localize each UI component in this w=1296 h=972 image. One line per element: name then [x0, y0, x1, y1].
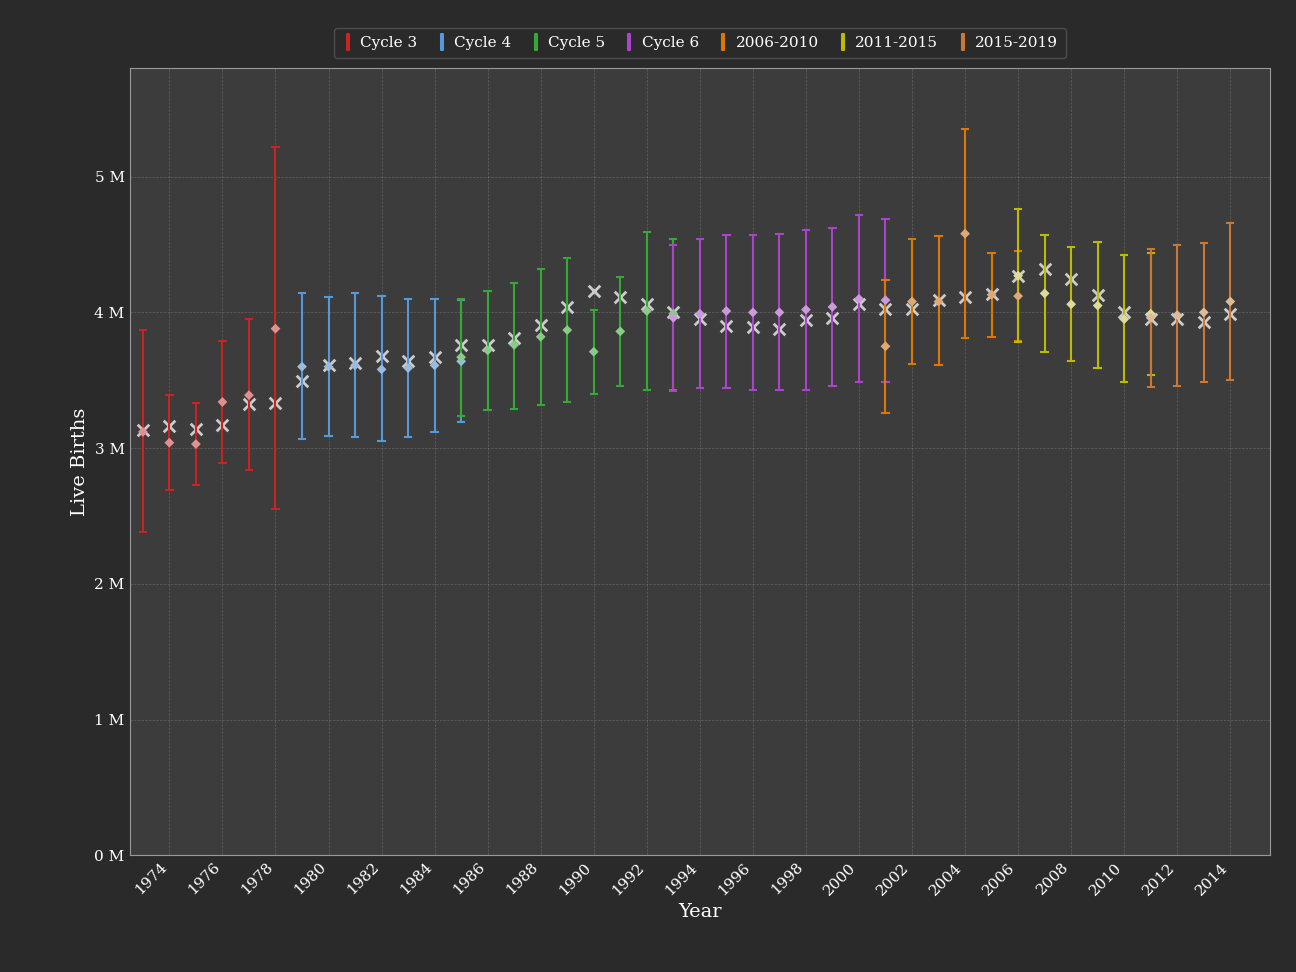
Point — [1008, 268, 1029, 284]
Point — [610, 324, 631, 339]
Point — [1061, 296, 1082, 312]
Point — [530, 330, 551, 345]
Point — [849, 291, 870, 306]
Point — [504, 337, 525, 353]
Point — [1008, 289, 1029, 304]
Point — [1220, 306, 1240, 322]
Point — [185, 421, 206, 436]
Point — [238, 396, 259, 411]
Point — [664, 306, 684, 322]
Point — [1034, 261, 1055, 277]
Point — [583, 283, 604, 298]
Point — [266, 395, 286, 410]
Point — [318, 358, 338, 373]
Point — [1140, 306, 1161, 322]
Y-axis label: Live Births: Live Births — [71, 407, 89, 516]
Point — [371, 362, 391, 377]
Point — [398, 361, 419, 376]
Point — [689, 306, 710, 322]
Point — [743, 320, 763, 335]
Point — [292, 359, 312, 374]
Legend: Cycle 3, Cycle 4, Cycle 5, Cycle 6, 2006-2010, 2011-2015, 2015-2019: Cycle 3, Cycle 4, Cycle 5, Cycle 6, 2006… — [334, 28, 1065, 57]
Point — [159, 434, 180, 450]
Point — [424, 358, 445, 373]
Point — [1061, 271, 1082, 287]
Point — [636, 303, 657, 319]
Point — [213, 395, 233, 410]
Point — [955, 290, 976, 305]
Point — [1166, 311, 1187, 327]
Point — [902, 294, 923, 309]
Point — [583, 344, 604, 360]
Point — [132, 424, 153, 439]
Point — [822, 310, 842, 326]
Point — [981, 287, 1002, 302]
Point — [477, 342, 498, 358]
Point — [1194, 314, 1214, 330]
Point — [292, 373, 312, 389]
Point — [185, 436, 206, 452]
Point — [875, 301, 896, 317]
Point — [981, 286, 1002, 301]
Point — [743, 304, 763, 320]
Point — [796, 313, 816, 329]
Point — [557, 323, 578, 338]
Point — [1220, 294, 1240, 309]
Point — [504, 330, 525, 346]
Point — [664, 310, 684, 326]
Point — [1140, 310, 1161, 326]
Point — [822, 299, 842, 315]
Point — [477, 337, 498, 353]
Point — [1140, 311, 1161, 327]
Point — [689, 311, 710, 327]
Point — [266, 321, 286, 336]
Point — [928, 294, 949, 309]
Point — [318, 359, 338, 374]
Point — [1113, 311, 1134, 327]
Point — [875, 293, 896, 308]
Point — [398, 354, 419, 369]
Point — [371, 348, 391, 364]
Point — [902, 301, 923, 317]
Point — [159, 419, 180, 434]
Point — [1087, 297, 1108, 313]
Point — [424, 350, 445, 365]
Point — [849, 296, 870, 312]
Point — [1034, 286, 1055, 301]
Point — [213, 418, 233, 434]
Point — [796, 302, 816, 318]
Point — [636, 295, 657, 311]
Point — [451, 337, 472, 353]
Point — [1008, 268, 1029, 284]
Point — [451, 349, 472, 364]
Point — [955, 226, 976, 241]
Point — [715, 303, 736, 319]
Point — [530, 317, 551, 332]
Point — [345, 358, 365, 373]
Point — [1166, 307, 1187, 323]
Point — [1087, 287, 1108, 302]
Point — [928, 293, 949, 308]
X-axis label: Year: Year — [678, 903, 722, 921]
Point — [1194, 304, 1214, 320]
Point — [1113, 304, 1134, 320]
Point — [451, 354, 472, 369]
Point — [345, 355, 365, 370]
Point — [610, 290, 631, 305]
Point — [132, 422, 153, 437]
Point — [557, 299, 578, 315]
Point — [715, 318, 736, 333]
Point — [664, 304, 684, 320]
Point — [238, 388, 259, 403]
Point — [875, 338, 896, 354]
Point — [769, 304, 789, 320]
Point — [769, 321, 789, 336]
